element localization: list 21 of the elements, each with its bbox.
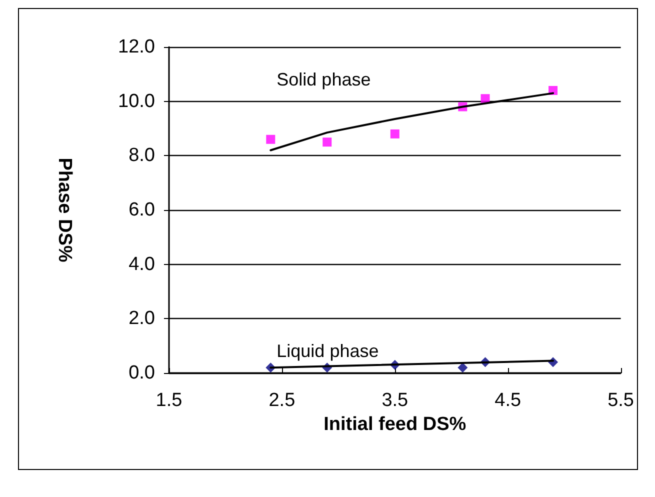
x-tick-label: 4.5 (494, 390, 522, 411)
y-tick-label: 4.0 (128, 254, 155, 275)
x-tick-label: 2.5 (268, 390, 296, 411)
series-label: Liquid phase (276, 341, 379, 362)
y-tick-label: 0.0 (128, 362, 155, 384)
y-tick-label: 2.0 (128, 308, 155, 330)
point (266, 134, 276, 144)
point (480, 94, 490, 104)
x-axis-title: Initial feed DS% (324, 414, 466, 435)
text: Solid phase (276, 69, 371, 90)
x-tick-label: 1.5 (156, 390, 182, 411)
point (458, 362, 468, 373)
y-tick-label: 8.0 (128, 145, 155, 166)
y-tick-label: 12.0 (118, 36, 155, 58)
y-tick-label: 10.0 (118, 90, 155, 112)
x-tick-label: 3.5 (382, 390, 408, 411)
point (390, 129, 400, 138)
point (322, 138, 332, 147)
y-axis-title: Phase DS% (54, 158, 75, 262)
y-tick-label: 6.0 (128, 200, 155, 220)
x-tick-label: 5.5 (608, 390, 634, 411)
